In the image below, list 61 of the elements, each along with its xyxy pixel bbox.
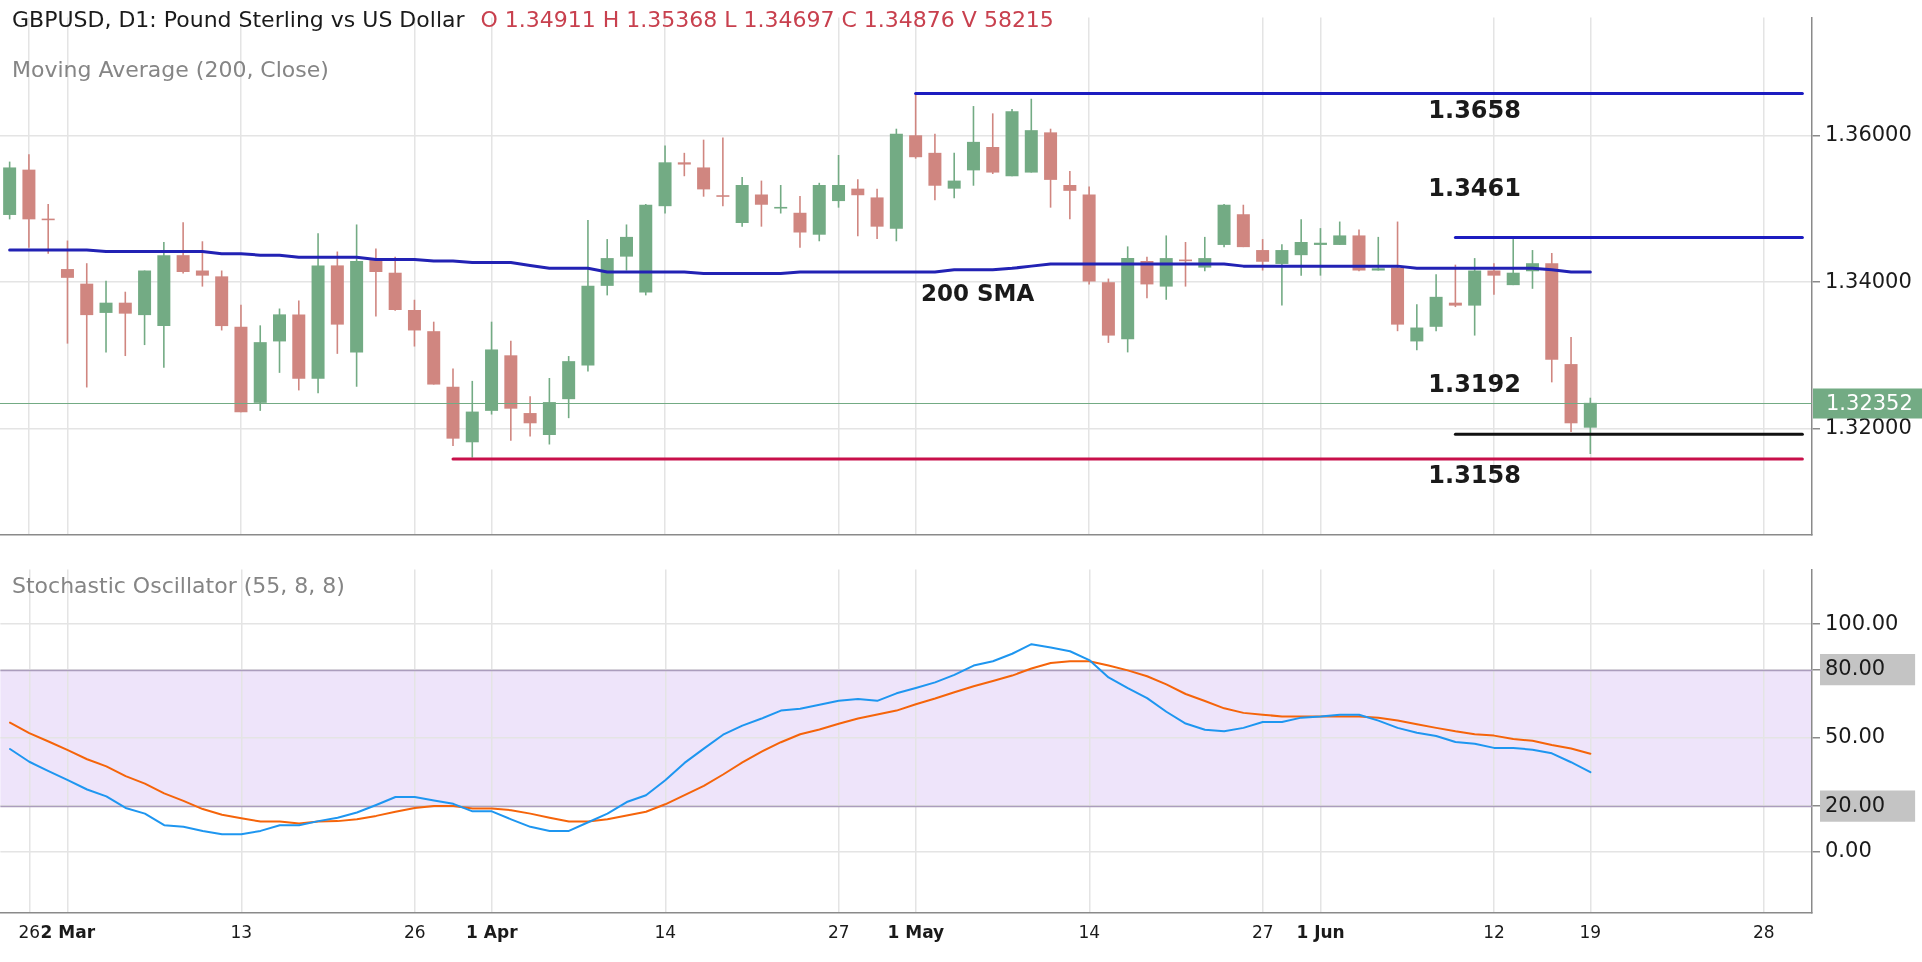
- candlestick: [407, 298, 421, 348]
- x-tick-label: 26: [403, 921, 426, 942]
- x-tick-label: 1 Apr: [466, 921, 519, 942]
- x-tick-label: 27: [827, 921, 850, 942]
- candlestick: [716, 136, 730, 207]
- candlestick: [195, 240, 209, 288]
- data-label: 1.3461: [1428, 173, 1521, 202]
- candlestick: [832, 154, 846, 209]
- x-tick-label: 19: [1579, 921, 1602, 942]
- candlestick: [99, 279, 113, 354]
- ref-line-label: 1.32352: [1826, 390, 1913, 415]
- candlestick: [176, 221, 190, 275]
- y-tick-label: 1.36000: [1825, 122, 1912, 147]
- data-label: 1.3158: [1428, 461, 1521, 490]
- candlestick: [619, 223, 633, 272]
- candlestick: [909, 92, 923, 160]
- candlestick: [523, 395, 537, 438]
- x-tick-label: 13: [230, 921, 253, 942]
- candlestick: [118, 290, 132, 357]
- data-label: 1.3658: [1428, 95, 1521, 124]
- candlestick: [1063, 170, 1077, 221]
- candlestick: [851, 178, 865, 237]
- candlestick: [1487, 262, 1501, 296]
- x-tick-label: 2 Mar: [40, 921, 96, 942]
- chart-subtitle: O 1.34911 H 1.35368 L 1.34697 C 1.34876 V 58215: [480, 6, 1054, 32]
- candlestick: [793, 195, 807, 249]
- candlestick: [947, 152, 961, 199]
- candlestick: [1448, 263, 1462, 308]
- y-tick-label: 50.00: [1825, 724, 1886, 749]
- y-tick-label: 20.00: [1825, 792, 1886, 817]
- x-tick-label: 12: [1483, 921, 1505, 942]
- y-tick-label: 80.00: [1825, 656, 1886, 681]
- x-tick-label: 27: [1251, 921, 1274, 942]
- candlestick: [1506, 238, 1520, 286]
- x-tick-label: 14: [1078, 921, 1101, 942]
- candlestick: [754, 179, 768, 228]
- chart-title: GBPUSD, D1: Pound Sterling vs US Dollar: [12, 6, 466, 32]
- data-label: 1.3192: [1428, 370, 1521, 399]
- x-tick-label: 1 Jun: [1296, 921, 1345, 942]
- candlestick: [1371, 236, 1385, 272]
- x-tick-label: 28: [1753, 921, 1775, 942]
- candlestick: [697, 138, 711, 198]
- x-tick-label: 14: [654, 921, 677, 942]
- y-tick-label: 0.00: [1825, 838, 1872, 863]
- candlestick: [60, 239, 74, 345]
- y-tick-label: 1.32000: [1825, 414, 1912, 439]
- candlestick: [1313, 227, 1327, 277]
- x-tick-label: 1 May: [887, 921, 945, 942]
- chart-title: Stochastic Oscillator (55, 8, 8): [12, 572, 345, 598]
- candlestick: [677, 152, 691, 178]
- candlestick: [1256, 238, 1270, 272]
- candlestick: [1333, 220, 1347, 246]
- annotation: Moving Average (200, Close): [12, 56, 329, 82]
- x-tick-label: 26: [18, 921, 41, 942]
- candlestick: [1275, 243, 1289, 307]
- y-tick-label: 1.34000: [1825, 268, 1912, 293]
- y-tick-label: 100.00: [1825, 610, 1899, 635]
- series-label: 200 SMA: [920, 280, 1035, 307]
- candlestick: [1294, 218, 1308, 277]
- candlestick: [1410, 303, 1424, 351]
- candlestick: [774, 184, 788, 215]
